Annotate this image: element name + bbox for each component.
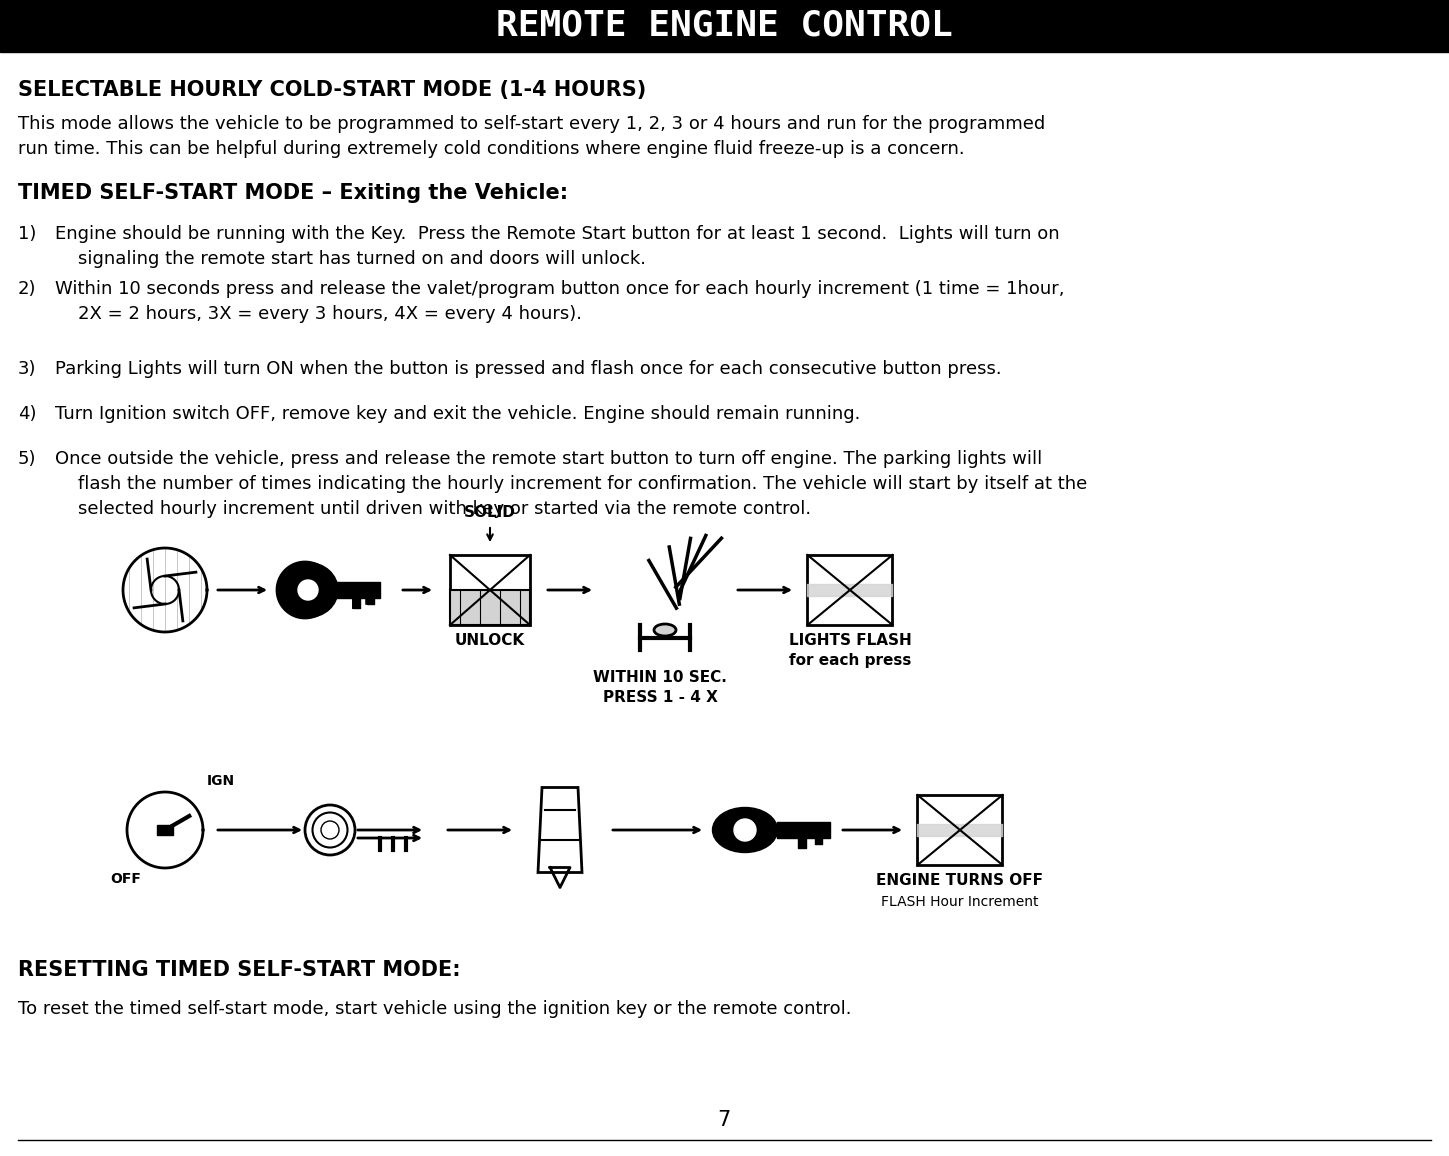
- Text: 5): 5): [17, 450, 36, 468]
- Text: UNLOCK: UNLOCK: [455, 633, 525, 649]
- Bar: [451, 590, 530, 625]
- Text: IGN: IGN: [207, 775, 235, 788]
- Bar: [451, 555, 530, 625]
- Ellipse shape: [278, 563, 338, 617]
- Text: 4): 4): [17, 405, 36, 423]
- Text: To reset the timed self-start mode, start vehicle using the ignition key or the : To reset the timed self-start mode, star…: [17, 1000, 852, 1018]
- Text: 1): 1): [17, 225, 36, 243]
- Text: Engine should be running with the Key.  Press the Remote Start button for at lea: Engine should be running with the Key. P…: [55, 225, 1059, 268]
- Text: This mode allows the vehicle to be programmed to self-start every 1, 2, 3 or 4 h: This mode allows the vehicle to be progr…: [17, 114, 1045, 158]
- Text: Once outside the vehicle, press and release the remote start button to turn off : Once outside the vehicle, press and rele…: [55, 450, 1087, 518]
- Text: TIMED SELF-START MODE – Exiting the Vehicle:: TIMED SELF-START MODE – Exiting the Vehi…: [17, 183, 568, 203]
- Text: WITHIN 10 SEC.
PRESS 1 - 4 X: WITHIN 10 SEC. PRESS 1 - 4 X: [593, 670, 727, 705]
- Bar: [807, 555, 893, 625]
- Text: ENGINE TURNS OFF: ENGINE TURNS OFF: [877, 873, 1043, 888]
- Text: 2): 2): [17, 280, 36, 298]
- Text: Parking Lights will turn ON when the button is pressed and flash once for each c: Parking Lights will turn ON when the but…: [55, 360, 1001, 378]
- Text: SELECTABLE HOURLY COLD-START MODE (1-4 HOURS): SELECTABLE HOURLY COLD-START MODE (1-4 H…: [17, 80, 646, 101]
- Text: 3): 3): [17, 360, 36, 378]
- Text: 7: 7: [717, 1110, 730, 1131]
- Ellipse shape: [735, 818, 756, 842]
- Text: SOLID: SOLID: [464, 505, 516, 520]
- Text: OFF: OFF: [110, 872, 141, 885]
- Text: Within 10 seconds press and release the valet/program button once for each hourl: Within 10 seconds press and release the …: [55, 280, 1065, 323]
- Text: LIGHTS FLASH
for each press: LIGHTS FLASH for each press: [788, 633, 911, 668]
- Text: Turn Ignition switch OFF, remove key and exit the vehicle. Engine should remain : Turn Ignition switch OFF, remove key and…: [55, 405, 861, 423]
- Text: REMOTE ENGINE CONTROL: REMOTE ENGINE CONTROL: [496, 9, 952, 43]
- Ellipse shape: [298, 580, 317, 600]
- Text: FLASH Hour Increment: FLASH Hour Increment: [881, 895, 1039, 909]
- Text: RESETTING TIMED SELF-START MODE:: RESETTING TIMED SELF-START MODE:: [17, 959, 461, 980]
- Bar: [0, 0, 1449, 52]
- Ellipse shape: [713, 808, 778, 852]
- Bar: [917, 795, 1003, 865]
- Ellipse shape: [653, 624, 677, 636]
